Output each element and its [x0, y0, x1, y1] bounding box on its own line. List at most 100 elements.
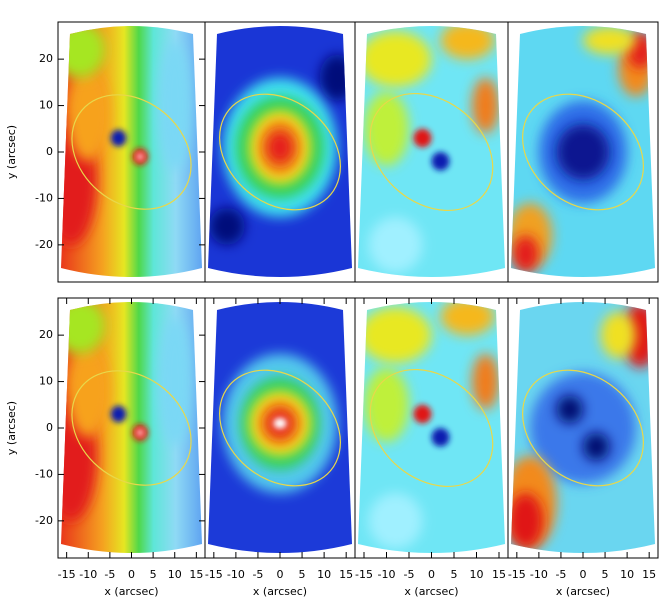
- field-blob: [440, 26, 495, 60]
- y-tick-label: 0: [46, 421, 53, 434]
- panel: -20 -10 0 10 20 y (arcsec): [5, 21, 206, 283]
- field-blob: [413, 404, 432, 424]
- x-tick-label: -10: [530, 568, 548, 581]
- aperture-ellipse: [522, 369, 644, 487]
- aperture-ellipse: [522, 93, 644, 211]
- y-tick-label: 0: [46, 145, 53, 158]
- field-blob: [110, 129, 127, 147]
- field-blob: [583, 432, 610, 461]
- color-map: [358, 26, 505, 277]
- x-tick-label: -5: [555, 568, 566, 581]
- y-axis-label: y (arcsec): [5, 401, 18, 455]
- field-blob: [368, 217, 423, 273]
- x-tick-label: -5: [252, 568, 263, 581]
- x-tick-label: -5: [404, 568, 415, 581]
- y-tick-label: 20: [39, 52, 53, 65]
- y-tick-label: 10: [39, 375, 53, 388]
- field-blob: [319, 54, 352, 101]
- y-tick-label: -20: [35, 514, 53, 527]
- aperture-ellipse: [71, 370, 192, 486]
- field-blob: [512, 235, 539, 273]
- field-blob: [273, 417, 287, 429]
- field-blob: [431, 428, 450, 447]
- x-tick-label: 15: [492, 568, 506, 581]
- field-blob: [157, 40, 193, 171]
- x-tick-label: 10: [470, 568, 484, 581]
- x-tick-label: 5: [451, 568, 458, 581]
- field-blob: [66, 68, 110, 162]
- field-blob: [137, 153, 144, 160]
- field-blob: [266, 131, 294, 164]
- panel: [204, 21, 356, 283]
- x-tick-label: -15: [355, 568, 373, 581]
- x-tick-label: -15: [205, 568, 223, 581]
- x-tick-label: 15: [189, 568, 203, 581]
- x-tick-label: 5: [150, 568, 157, 581]
- field-blob: [600, 311, 636, 359]
- y-tick-label: -10: [35, 467, 53, 480]
- x-tick-label: -15: [508, 568, 526, 581]
- panel: -15 -10 -5 0 5 10 15 x (arcsec): [354, 297, 509, 598]
- aperture-ellipse: [369, 92, 494, 212]
- x-tick-label: 5: [602, 568, 609, 581]
- x-tick-label: 15: [339, 568, 353, 581]
- field-blob: [472, 77, 499, 134]
- color-map: [61, 26, 202, 277]
- color-map: [208, 26, 352, 277]
- field-blob: [137, 429, 144, 436]
- field-blob: [556, 395, 583, 424]
- field-blob: [209, 207, 245, 245]
- y-tick-label: 10: [39, 99, 53, 112]
- x-axis-label: x (arcsec): [556, 585, 610, 598]
- x-tick-label: 10: [317, 568, 331, 581]
- panel: -15 -10 -5 0 5 10 15 x (arcsec): [204, 297, 356, 598]
- field-blob: [440, 302, 495, 336]
- y-tick-label: 20: [39, 328, 53, 341]
- x-tick-label: -10: [227, 568, 245, 581]
- x-tick-label: -10: [378, 568, 396, 581]
- field-blob: [364, 91, 409, 166]
- y-axis-label: y (arcsec): [5, 125, 18, 179]
- field-blob: [511, 492, 544, 549]
- y-tick-label: -20: [35, 238, 53, 251]
- x-tick-label: -15: [58, 568, 76, 581]
- panel: [507, 21, 659, 283]
- panel: [354, 21, 509, 283]
- field-blob: [583, 26, 636, 55]
- color-map: [358, 302, 505, 553]
- field-blob: [66, 344, 110, 438]
- field-blob: [61, 302, 106, 354]
- color-map: [61, 302, 202, 553]
- field-blob: [364, 367, 409, 442]
- field-blob: [157, 316, 193, 447]
- x-tick-label: 15: [642, 568, 656, 581]
- field-blob: [413, 128, 432, 148]
- field-blob: [472, 353, 499, 410]
- x-tick-label: 0: [580, 568, 587, 581]
- field-blob: [359, 31, 432, 87]
- x-tick-label: 10: [620, 568, 634, 581]
- x-axis-label: x (arcsec): [253, 585, 307, 598]
- x-axis-label: x (arcsec): [104, 585, 158, 598]
- y-tick-label: -10: [35, 191, 53, 204]
- panel: -15 -10 -5 0 5 10 15 x (arcsec): [507, 297, 659, 598]
- frame: [507, 21, 659, 283]
- aperture-ellipse: [71, 94, 192, 210]
- field-blob: [110, 405, 127, 423]
- aperture-ellipse: [369, 368, 494, 488]
- field-blob: [431, 152, 450, 171]
- aperture-ellipse: [219, 369, 341, 487]
- color-map: [511, 26, 655, 277]
- x-tick-label: -5: [104, 568, 115, 581]
- x-tick-label: 0: [428, 568, 435, 581]
- color-map: [511, 302, 655, 553]
- field-blob: [556, 124, 610, 180]
- field-blob: [530, 372, 636, 484]
- x-axis-label: x (arcsec): [404, 585, 458, 598]
- aperture-ellipse: [219, 93, 341, 211]
- color-map: [208, 302, 352, 553]
- x-tick-label: 10: [168, 568, 182, 581]
